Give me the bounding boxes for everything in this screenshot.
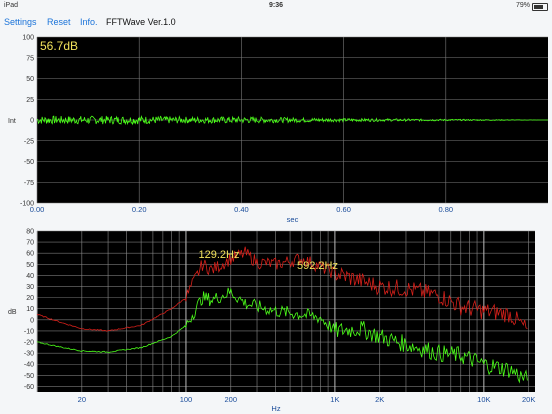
waveform-y-tick-label: 50 [26,76,34,83]
device-label: iPad [4,2,19,9]
spectrum-y-tick-label: 30 [26,284,34,291]
waveform-x-tick-label: 0.40 [234,205,249,214]
waveform-x-tick-label: 0.00 [30,205,45,214]
app-title: FFTWave Ver.1.0 [106,17,176,27]
waveform-y-tick-label: -100 [20,201,34,208]
spectrum-y-tick-label: -50 [24,373,34,380]
waveform-x-tick-label: 0.20 [132,205,147,214]
spectrum-y-tick-label: -10 [24,328,34,335]
peak-frequency-label: 129.2Hz [199,249,240,261]
spectrum-y-tick-label: 40 [26,273,34,280]
spectrum-y-tick-label: 80 [26,229,34,236]
spectrum-y-tick-label: -60 [24,384,34,391]
spectrum-x-tick-label: 20 [78,395,86,404]
waveform-y-axis-label: Int [8,118,16,125]
settings-button[interactable]: Settings [4,17,37,27]
peak-frequency-label: 592.2Hz [297,260,338,272]
info-button[interactable]: Info. [80,17,98,27]
status-bar: iPad 9:36 79% [0,0,552,12]
spectrum-green-line [36,287,528,384]
level-readout: 56.7dB [40,39,78,53]
spectrum-y-tick-label: 10 [26,306,34,313]
waveform-y-tick-label: 100 [22,35,34,42]
spectrum-y-tick-label: 60 [26,251,34,258]
spectrum-y-tick-label: 0 [30,317,34,324]
waveform-y-tick-label: -50 [24,159,34,166]
battery-percent: 79% [515,2,530,9]
spectrum-y-tick-label: 70 [26,240,34,247]
spectrum-y-tick-label: -20 [24,340,34,347]
spectrum-y-tick-label: -30 [24,351,34,358]
toolbar: Settings Reset Info. FFTWave Ver.1.0 [0,12,552,34]
spectrum-red-line [36,246,528,332]
waveform-signal-line [36,114,548,126]
spectrum-y-tick-label: 50 [26,262,34,269]
spectrum-x-tick-label: 1K [330,395,339,404]
waveform-y-tick-label: -75 [24,180,34,187]
waveform-y-tick-label: 0 [30,118,34,125]
spectrum-y-tick-label: -40 [24,362,34,369]
spectrum-y-axis-label: dB [8,309,17,316]
waveform-x-tick-label: 0.60 [336,205,351,214]
spectrum-y-tick-label: 20 [26,295,34,302]
waveform-y-tick-label: -25 [24,138,34,145]
waveform-x-axis-label: sec [287,215,299,224]
spectrum-x-tick-label: 10K [477,395,490,404]
waveform-y-tick-label: 25 [26,97,34,104]
spectrum-x-tick-label: 200 [225,395,238,404]
spectrum-x-tick-label: 100 [180,395,193,404]
waveform-x-tick-label: 0.80 [438,205,453,214]
spectrum-x-tick-label: 20K [522,395,535,404]
spectrum-x-tick-label: 2K [375,395,384,404]
waveform-y-tick-label: 75 [26,55,34,62]
spectrum-x-axis-label: Hz [271,404,280,413]
reset-button[interactable]: Reset [47,17,71,27]
battery-icon [532,3,548,11]
clock: 9:36 [268,2,283,9]
